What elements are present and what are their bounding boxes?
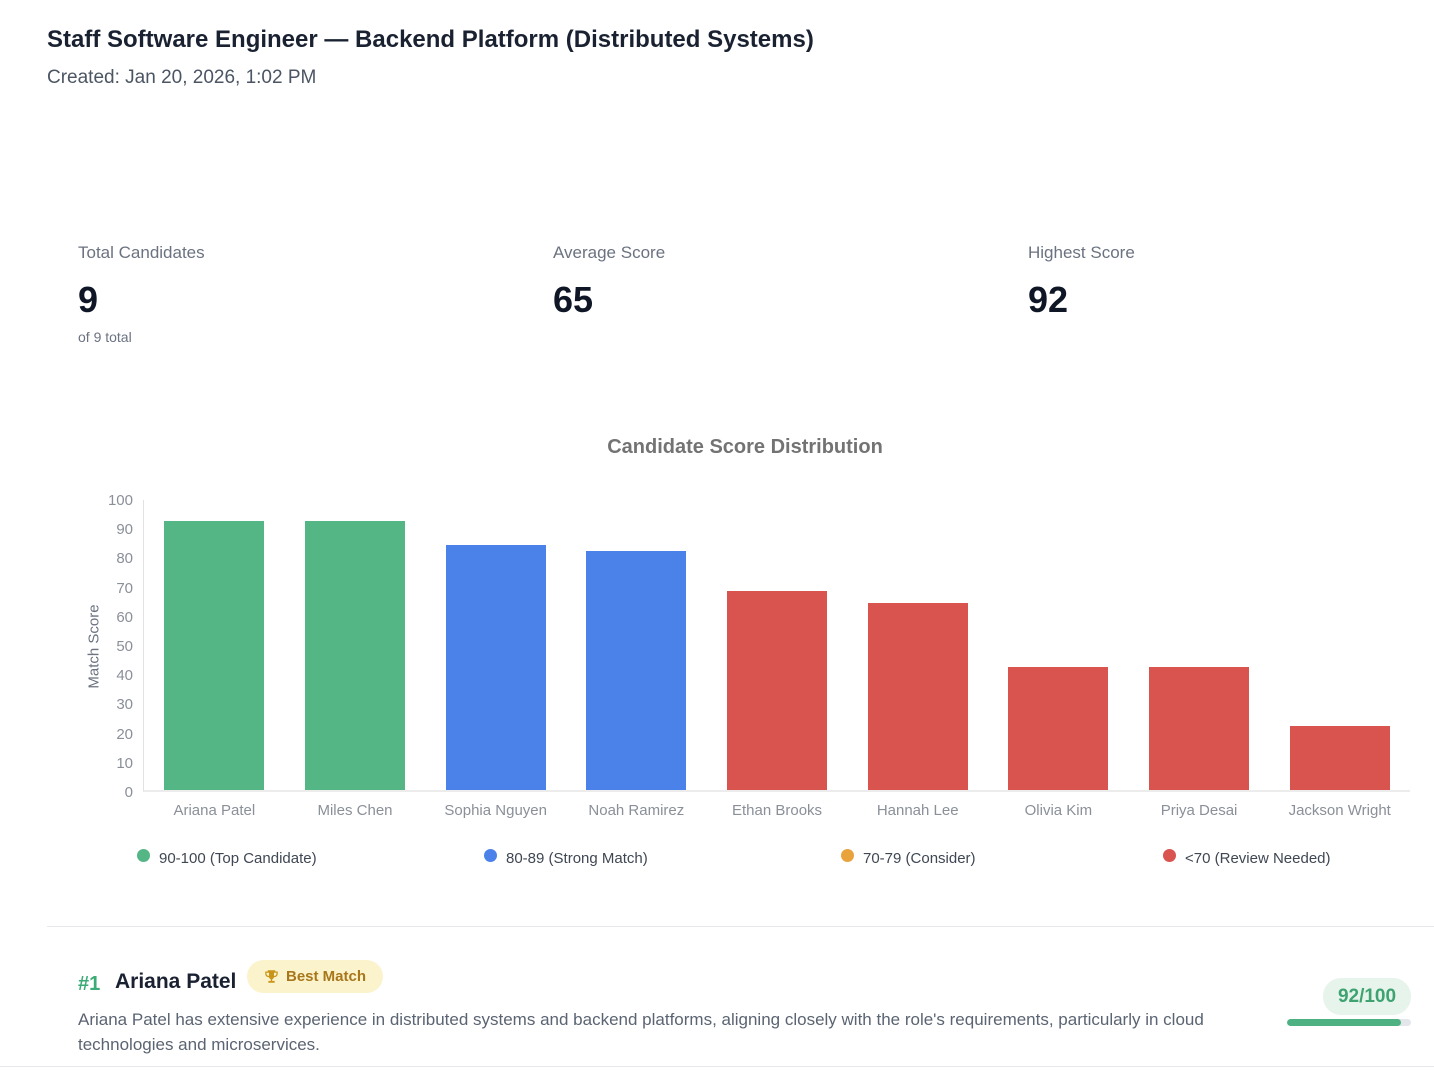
y-tick-label: 100: [107, 492, 133, 509]
legend-dot-icon: [841, 849, 854, 862]
score-bar: [867, 603, 968, 790]
bar-slot: Priya Desai: [1129, 500, 1270, 819]
score-progress-track: [1287, 1019, 1411, 1026]
best-match-badge-label: Best Match: [286, 968, 367, 985]
legend-item[interactable]: 70-79 (Consider): [841, 849, 976, 867]
candidate-summary: Ariana Patel has extensive experience in…: [78, 1010, 1204, 1054]
section-divider: [47, 926, 1434, 927]
legend-dot-icon: [137, 849, 150, 862]
legend-label: 80-89 (Strong Match): [506, 850, 648, 867]
best-match-badge: Best Match: [247, 960, 384, 993]
y-tick-label: 90: [116, 521, 133, 539]
bar-slot: Hannah Lee: [847, 500, 988, 819]
y-tick-label: 40: [116, 667, 133, 685]
bar-chart-plot-area: Ariana Patel Miles Chen Sophia Nguyen Noah …: [143, 500, 1410, 819]
y-tick-label: 0: [124, 784, 133, 801]
legend-dot-icon: [484, 849, 497, 862]
x-axis-label: Olivia Kim: [1024, 802, 1093, 819]
x-axis-label: Priya Desai: [1160, 802, 1238, 819]
trophy-icon: [264, 969, 279, 984]
y-tick-label: 30: [116, 696, 133, 714]
x-axis-label: Miles Chen: [317, 802, 393, 819]
y-tick-label: 60: [116, 608, 133, 626]
y-tick-label: 50: [116, 638, 133, 655]
page-title: Staff Software Engineer — Backend Platfo…: [47, 26, 814, 53]
score-progress-fill: [1287, 1019, 1402, 1026]
x-axis-label: Jackson Wright: [1288, 802, 1391, 819]
score-bar: [445, 544, 546, 790]
score-pill: 92/100: [1323, 978, 1411, 1015]
stat-highest-score: Highest Score 92: [1028, 243, 1434, 321]
legend-label: 70-79 (Consider): [863, 850, 976, 867]
bar-slot: Noah Ramirez: [566, 500, 707, 819]
created-timestamp: Created: Jan 20, 2026, 1:02 PM: [47, 67, 317, 88]
legend-label: 90-100 (Top Candidate): [159, 850, 317, 867]
legend-dot-icon: [1163, 849, 1176, 862]
stat-label: Highest Score: [1028, 243, 1135, 262]
stat-value: 9: [78, 279, 99, 320]
y-tick-label: 70: [116, 579, 133, 597]
score-bar: [586, 550, 687, 790]
x-axis-label: Sophia Nguyen: [444, 802, 547, 819]
legend-item[interactable]: <70 (Review Needed): [1163, 849, 1331, 867]
legend-item[interactable]: 80-89 (Strong Match): [484, 849, 648, 867]
stat-label: Average Score: [553, 243, 666, 262]
x-axis-label: Ariana Patel: [173, 802, 256, 819]
bar-slot: Ariana Patel: [144, 500, 285, 819]
bar-slot: Ethan Brooks: [707, 500, 848, 819]
x-axis-label: Ethan Brooks: [731, 802, 823, 819]
x-axis-label: Hannah Lee: [876, 802, 959, 819]
candidate-rank: #1: [78, 973, 101, 995]
y-tick-label: 10: [116, 754, 133, 772]
y-tick-label: 20: [116, 725, 133, 743]
x-axis-label: Noah Ramirez: [588, 802, 685, 819]
bar-slot: Miles Chen: [285, 500, 426, 819]
bar-slot: Sophia Nguyen: [425, 500, 566, 819]
stat-total-candidates: Total Candidates 9 of 9 total: [78, 243, 498, 345]
score-bar: [727, 591, 828, 790]
candidate-name: Ariana Patel: [115, 970, 237, 993]
chart-title: Candidate Score Distribution: [607, 436, 883, 458]
score-bar: [164, 521, 265, 790]
score-bar: [1149, 667, 1250, 790]
score-bar: [305, 521, 405, 790]
y-tick-label: 80: [116, 550, 133, 568]
bar-slot: Olivia Kim: [988, 500, 1129, 819]
chart-legend: 90-100 (Top Candidate) 80-89 (Strong Matc…: [0, 849, 1434, 880]
stat-label: Total Candidates: [78, 243, 205, 262]
stat-value: 65: [553, 279, 594, 320]
y-axis-ticks: 100 90 80 70 60 50 40 30 20 10 0: [60, 492, 133, 801]
bar-slot: Jackson Wright: [1269, 500, 1410, 819]
legend-label: <70 (Review Needed): [1185, 850, 1331, 867]
stat-value: 92: [1028, 279, 1069, 320]
stat-subtext: of 9 total: [78, 329, 132, 345]
score-bar: [1289, 725, 1390, 790]
score-bar: [1008, 667, 1109, 790]
bottom-divider: [0, 1066, 1434, 1067]
legend-item[interactable]: 90-100 (Top Candidate): [137, 849, 317, 867]
stat-average-score: Average Score 65: [553, 243, 973, 321]
candidate-score: 92/100: [1287, 978, 1411, 1026]
